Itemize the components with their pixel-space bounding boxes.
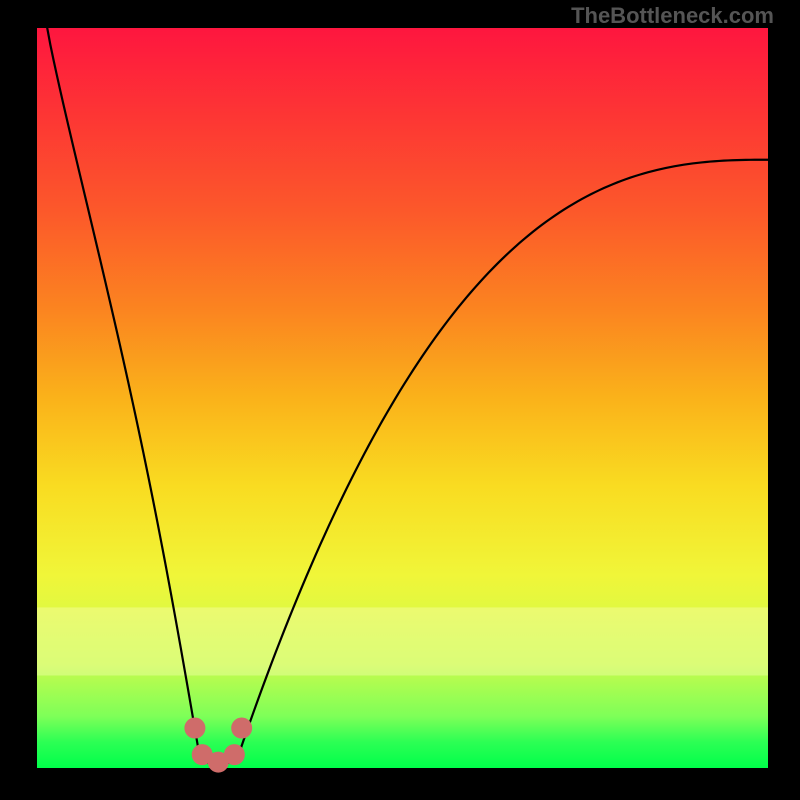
chart-container: TheBottleneck.com [0, 0, 800, 800]
plot-area [37, 28, 768, 768]
watermark-text: TheBottleneck.com [571, 3, 774, 29]
